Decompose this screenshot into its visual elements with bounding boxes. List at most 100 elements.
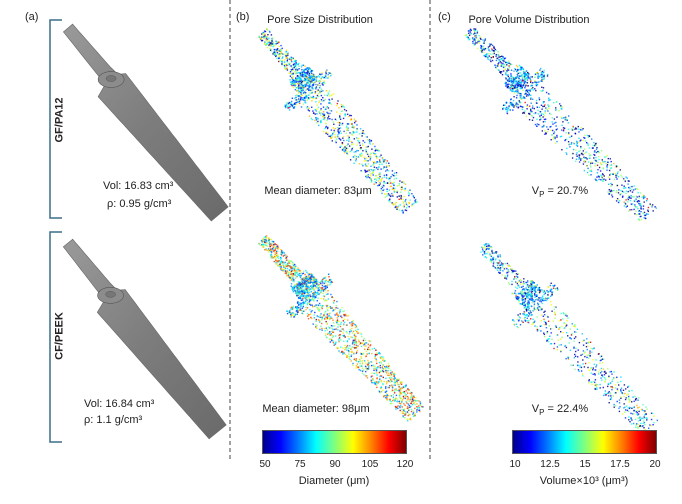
pore — [296, 309, 298, 312]
pore — [273, 247, 275, 250]
pore — [616, 400, 618, 403]
pore — [604, 381, 606, 383]
pore — [282, 56, 284, 58]
pore — [376, 353, 378, 356]
pore — [306, 82, 308, 84]
pore — [267, 251, 270, 253]
pore — [408, 192, 410, 194]
pore — [381, 177, 383, 180]
pore — [527, 73, 530, 76]
pore — [346, 355, 348, 357]
pore — [505, 77, 507, 79]
pore — [261, 244, 263, 246]
pore — [628, 395, 630, 398]
pore — [306, 296, 308, 299]
pore — [334, 127, 337, 130]
pore — [568, 115, 570, 117]
pore — [568, 133, 570, 135]
pore — [564, 139, 566, 142]
pore — [575, 127, 577, 129]
pore — [330, 281, 332, 284]
pore — [338, 124, 341, 126]
pore — [290, 69, 293, 71]
pore — [616, 178, 618, 180]
pore — [376, 374, 378, 376]
pore — [526, 303, 529, 305]
pore — [472, 40, 474, 43]
pore — [488, 53, 490, 55]
pore — [326, 315, 328, 317]
pore — [554, 142, 557, 144]
pore — [335, 141, 337, 144]
pore — [508, 62, 510, 64]
pore — [361, 342, 363, 344]
pore — [595, 156, 597, 159]
pore — [550, 129, 552, 132]
pore — [510, 84, 512, 86]
pore — [280, 267, 282, 270]
pore — [309, 279, 312, 281]
pore — [359, 144, 361, 147]
pore — [543, 69, 545, 72]
pore — [327, 293, 329, 295]
pore — [373, 162, 375, 164]
pore — [623, 191, 625, 193]
pore — [596, 180, 598, 182]
pore — [300, 284, 302, 286]
pore — [308, 291, 311, 294]
pore — [266, 241, 268, 243]
pore — [317, 281, 319, 283]
pore — [398, 205, 400, 207]
pore — [517, 75, 519, 77]
pore — [541, 86, 543, 88]
pore — [401, 209, 404, 212]
pore — [507, 80, 510, 83]
pore — [288, 273, 291, 275]
pore — [354, 324, 357, 326]
pore — [375, 155, 377, 158]
pore — [642, 208, 645, 210]
pore — [377, 366, 379, 369]
pore — [403, 409, 405, 411]
pore — [550, 282, 552, 284]
pore — [340, 321, 342, 324]
pore — [366, 368, 368, 370]
pore — [397, 383, 399, 386]
pore — [289, 65, 291, 67]
pore — [307, 275, 310, 277]
pore — [299, 275, 301, 277]
pore — [335, 138, 338, 140]
pore — [616, 184, 619, 187]
pore — [522, 79, 524, 81]
pore — [297, 101, 300, 104]
pore — [314, 81, 316, 84]
pore — [266, 249, 268, 251]
pore — [286, 53, 288, 55]
pore — [352, 143, 355, 145]
pore — [290, 73, 292, 75]
pore — [506, 112, 508, 114]
pore — [384, 371, 387, 373]
pore — [376, 352, 378, 354]
pore — [294, 63, 296, 65]
pore — [308, 67, 310, 70]
pore — [290, 285, 292, 287]
pore — [362, 150, 364, 152]
pore — [529, 294, 531, 296]
pore — [305, 82, 308, 84]
pore — [392, 378, 394, 380]
pore — [599, 369, 601, 371]
pore — [511, 292, 513, 295]
pore — [367, 359, 369, 362]
pore — [386, 370, 388, 372]
pore — [362, 165, 364, 167]
pore — [554, 122, 556, 124]
pore — [297, 284, 299, 287]
pore — [544, 130, 546, 132]
pore — [407, 414, 409, 417]
pore — [261, 39, 264, 42]
pore — [575, 128, 578, 130]
pore — [325, 132, 327, 135]
pore — [523, 313, 525, 316]
pore — [308, 74, 310, 76]
